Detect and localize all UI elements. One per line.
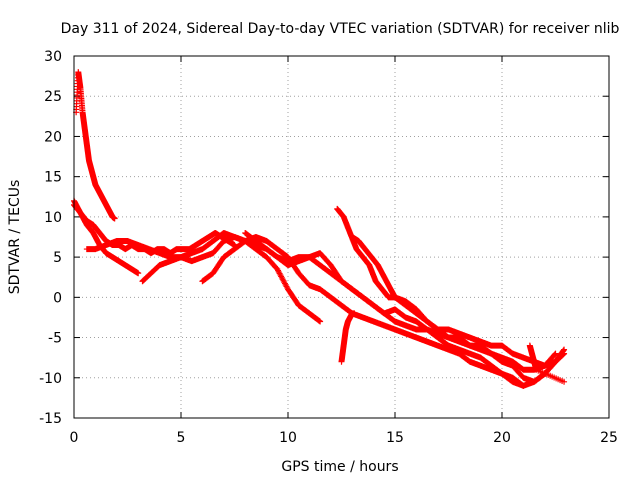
chart-title: Day 311 of 2024, Sidereal Day-to-day VTE… <box>61 21 620 37</box>
series-track-9 <box>349 234 559 369</box>
y-tick-label: 10 <box>44 210 62 226</box>
y-tick-label: 5 <box>53 250 62 266</box>
y-tick-label: 20 <box>44 129 62 145</box>
y-tick-label: 15 <box>44 170 62 186</box>
series-track-1 <box>73 69 118 222</box>
x-tick-label: 10 <box>279 430 297 446</box>
x-tick-label: 5 <box>177 430 186 446</box>
data-point-markers <box>73 69 118 222</box>
y-tick-label: 30 <box>44 49 62 65</box>
x-tick-label: 15 <box>386 430 404 446</box>
data-point-markers <box>242 229 527 389</box>
y-tick-label: 0 <box>53 290 62 306</box>
data-points <box>71 69 568 389</box>
grid-lines <box>73 55 610 419</box>
series-track-10 <box>338 310 358 365</box>
data-point-markers <box>526 342 568 385</box>
series-track-8 <box>334 205 568 385</box>
series-track-7 <box>242 229 527 389</box>
y-axis-label: SDTVAR / TECUs <box>7 180 23 295</box>
data-point-markers <box>338 310 358 365</box>
x-tick-labels: 0 5 10 15 20 25 <box>70 430 618 446</box>
y-tick-label: 25 <box>44 89 62 105</box>
series-track-11 <box>526 342 568 385</box>
y-tick-label: -10 <box>39 371 62 387</box>
data-point-markers <box>349 234 559 369</box>
y-tick-label: -15 <box>39 411 62 427</box>
x-tick-label: 20 <box>493 430 511 446</box>
y-tick-label: -5 <box>48 331 62 347</box>
plot-frame <box>73 55 610 419</box>
series-track-5 <box>139 229 324 325</box>
data-point-markers <box>334 205 568 385</box>
data-point-markers <box>139 229 324 325</box>
x-axis-label: GPS time / hours <box>281 459 398 475</box>
data-point-markers <box>83 234 568 373</box>
x-tick-label: 0 <box>70 430 79 446</box>
x-tick-label: 25 <box>600 430 618 446</box>
y-tick-labels: -15 -10 -5 0 5 10 15 20 25 30 <box>39 49 62 427</box>
series-track-4 <box>83 234 568 373</box>
